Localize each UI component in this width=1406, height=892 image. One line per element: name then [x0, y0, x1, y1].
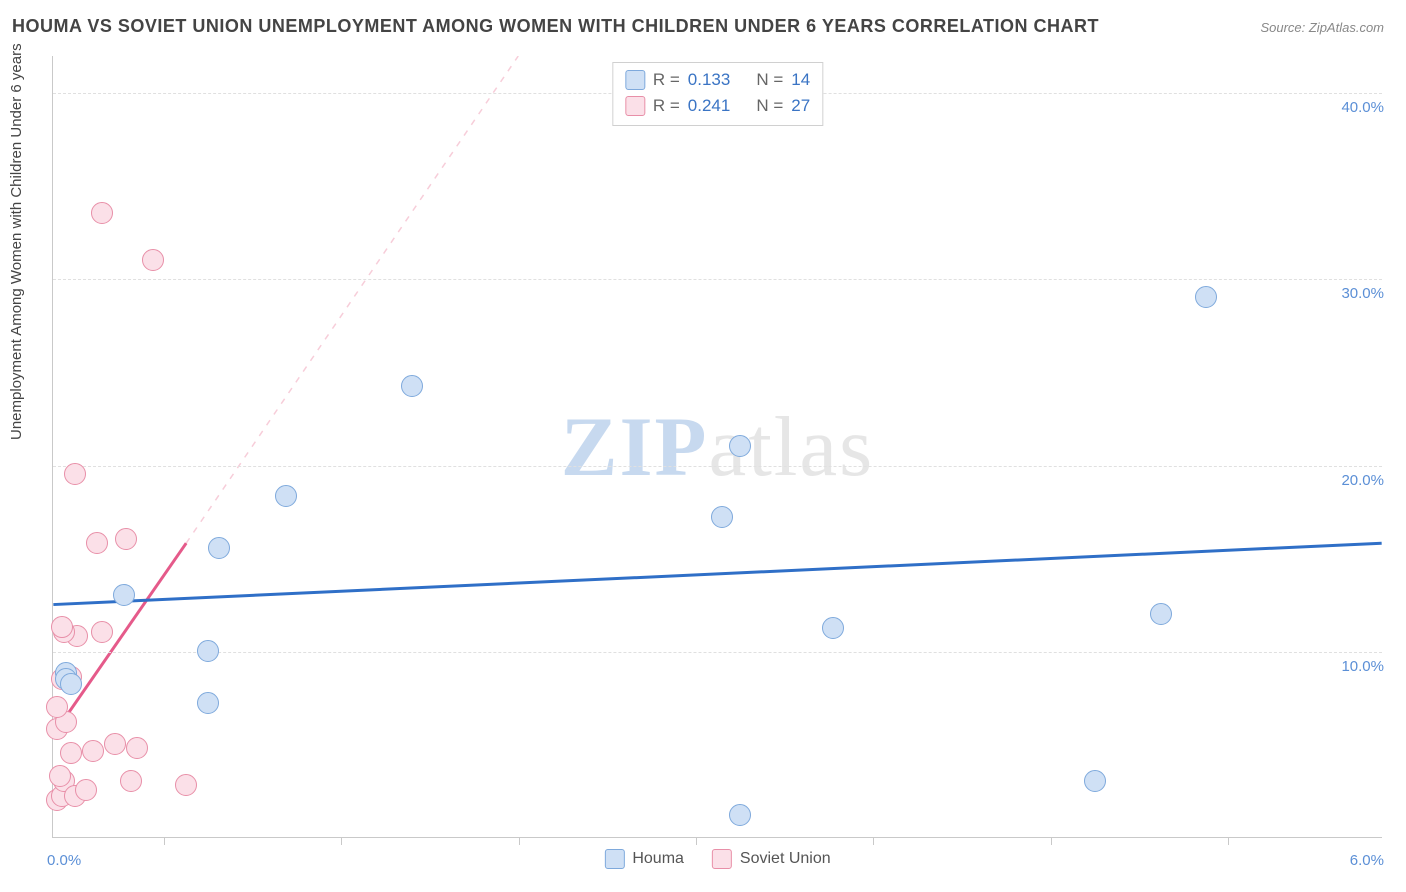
- x-tick: [164, 837, 165, 845]
- x-tick: [696, 837, 697, 845]
- watermark: ZIPatlas: [561, 398, 874, 496]
- n-value: 27: [791, 93, 810, 119]
- houma-point: [711, 506, 733, 528]
- houma-point: [1084, 770, 1106, 792]
- soviet-point: [86, 532, 108, 554]
- x-min-label: 0.0%: [47, 852, 81, 869]
- y-tick-label: 10.0%: [1341, 658, 1384, 675]
- soviet-point: [115, 528, 137, 550]
- legend-swatch: [712, 849, 732, 869]
- soviet-point: [104, 733, 126, 755]
- legend-item: Soviet Union: [712, 849, 831, 869]
- soviet-point: [175, 774, 197, 796]
- chart-title: HOUMA VS SOVIET UNION UNEMPLOYMENT AMONG…: [12, 16, 1099, 37]
- correlation-box: R = 0.133 N = 14 R = 0.241 N = 27: [612, 62, 823, 126]
- n-label: N =: [756, 93, 783, 119]
- trend-lines: [53, 56, 1382, 837]
- houma-point: [1195, 286, 1217, 308]
- houma-point: [113, 584, 135, 606]
- soviet-point: [91, 202, 113, 224]
- y-axis-label: Unemployment Among Women with Children U…: [8, 43, 25, 440]
- gridline: [53, 279, 1382, 280]
- x-tick: [1051, 837, 1052, 845]
- houma-point: [197, 692, 219, 714]
- trend-line: [186, 56, 518, 543]
- legend-item: Houma: [604, 849, 684, 869]
- x-tick: [873, 837, 874, 845]
- soviet-point: [49, 765, 71, 787]
- houma-point: [401, 375, 423, 397]
- n-label: N =: [756, 67, 783, 93]
- trend-line: [53, 543, 1381, 604]
- corr-row: R = 0.241 N = 27: [625, 93, 810, 119]
- y-tick-label: 30.0%: [1341, 285, 1384, 302]
- soviet-point: [142, 249, 164, 271]
- houma-point: [729, 435, 751, 457]
- houma-point: [729, 804, 751, 826]
- y-tick-label: 20.0%: [1341, 472, 1384, 489]
- soviet-point: [75, 779, 97, 801]
- x-tick: [341, 837, 342, 845]
- soviet-point: [91, 621, 113, 643]
- soviet-point: [120, 770, 142, 792]
- legend: Houma Soviet Union: [604, 849, 830, 869]
- soviet-point: [64, 463, 86, 485]
- watermark-zip: ZIP: [561, 400, 709, 494]
- soviet-point: [82, 740, 104, 762]
- y-tick-label: 40.0%: [1341, 99, 1384, 116]
- legend-label: Houma: [632, 850, 684, 868]
- x-max-label: 6.0%: [1350, 852, 1384, 869]
- houma-point: [1150, 603, 1172, 625]
- gridline: [53, 466, 1382, 467]
- legend-label: Soviet Union: [740, 850, 831, 868]
- houma-point: [822, 617, 844, 639]
- r-value: 0.133: [688, 67, 731, 93]
- plot-area: ZIPatlas R =0.133N =14R =0.241N =27 Houm…: [52, 56, 1382, 838]
- n-value: 14: [791, 67, 810, 93]
- houma-point: [275, 485, 297, 507]
- x-tick: [1228, 837, 1229, 845]
- legend-swatch: [604, 849, 624, 869]
- houma-point: [208, 537, 230, 559]
- houma-point: [197, 640, 219, 662]
- houma-point: [60, 673, 82, 695]
- corr-row: R = 0.133 N = 14: [625, 67, 810, 93]
- gridline: [53, 652, 1382, 653]
- soviet-point: [60, 742, 82, 764]
- soviet-point: [51, 616, 73, 638]
- soviet-point: [126, 737, 148, 759]
- soviet-point: [46, 696, 68, 718]
- r-label: R =: [653, 67, 680, 93]
- x-tick: [519, 837, 520, 845]
- r-label: R =: [653, 93, 680, 119]
- legend-swatch: [625, 70, 645, 90]
- source-label: Source: ZipAtlas.com: [1260, 20, 1384, 35]
- r-value: 0.241: [688, 93, 731, 119]
- legend-swatch: [625, 96, 645, 116]
